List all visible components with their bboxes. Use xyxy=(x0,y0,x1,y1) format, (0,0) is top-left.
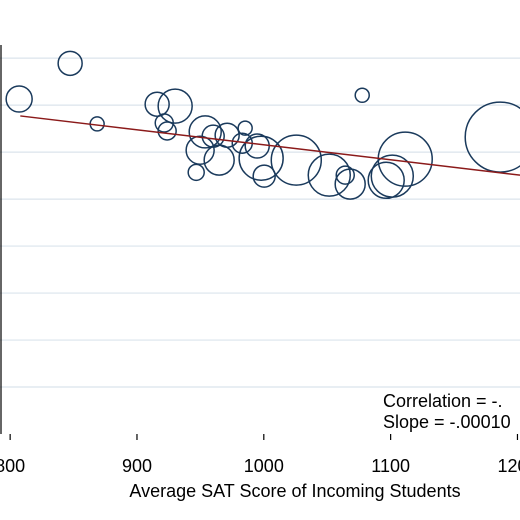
x-tick-label: 1200 xyxy=(497,456,520,476)
bubble xyxy=(252,164,276,188)
annotation: Slope = -.00010 xyxy=(383,412,511,432)
x-axis-label: Average SAT Score of Incoming Students xyxy=(129,481,460,501)
bubble xyxy=(57,50,83,77)
bubble xyxy=(144,91,170,117)
x-tick-label: 900 xyxy=(122,456,152,476)
annotation: Correlation = -. xyxy=(383,391,503,411)
bubble xyxy=(188,115,222,149)
x-tick-label: 1100 xyxy=(371,456,410,476)
bubble xyxy=(237,120,253,136)
bubble xyxy=(157,121,177,141)
bubble xyxy=(154,113,174,133)
fit-line xyxy=(20,115,520,176)
x-tick-label: 1000 xyxy=(244,456,284,476)
bubble xyxy=(214,122,240,148)
bubble xyxy=(270,134,323,186)
bubble xyxy=(203,144,235,176)
bubble xyxy=(187,163,205,182)
bubble xyxy=(334,168,366,200)
bubble xyxy=(464,101,520,173)
bubble xyxy=(377,131,433,187)
bubble xyxy=(354,87,370,104)
bubble xyxy=(367,161,405,200)
bubble xyxy=(157,88,193,124)
bubble xyxy=(5,85,33,113)
bubble xyxy=(185,135,215,165)
bubble xyxy=(244,133,270,159)
bubble xyxy=(335,165,355,185)
x-tick-label: 800 xyxy=(0,456,25,476)
bubble xyxy=(238,135,284,181)
bubble xyxy=(370,154,415,198)
bubble xyxy=(201,124,225,148)
bubble xyxy=(307,153,351,197)
